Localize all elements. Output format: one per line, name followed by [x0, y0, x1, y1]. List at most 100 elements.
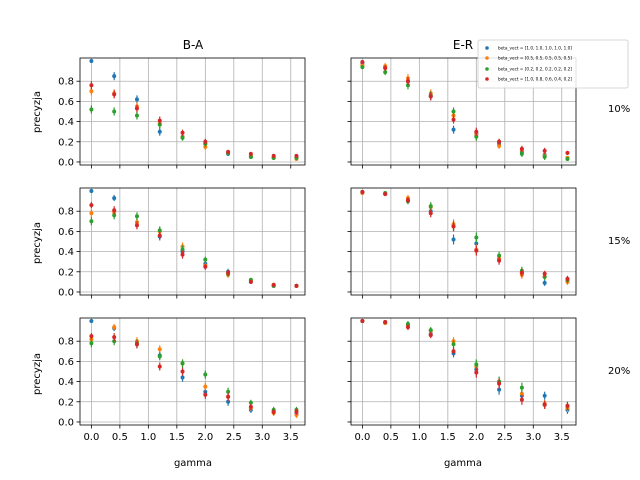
legend-marker-series-3 [485, 67, 489, 71]
data-point-r3c1-s1-6 [226, 399, 231, 404]
x-tick-label-r3c2-6: 3.0 [525, 432, 541, 443]
data-point-r3c1-s2-5 [203, 384, 208, 389]
data-point-r1c1-s1-0 [89, 59, 94, 64]
data-point-r3c1-s2-1 [112, 325, 117, 330]
data-point-r2c1-s4-6 [226, 270, 231, 275]
y-axis-label-row-2: precyzja [32, 222, 43, 264]
row-label-15: 15% [608, 236, 630, 247]
x-tick-label-r3c1-2: 1.0 [140, 432, 156, 443]
data-point-r2c1-s4-7 [248, 279, 253, 284]
data-point-r1c2-s4-3 [428, 94, 433, 99]
data-point-r2c1-s4-3 [157, 233, 162, 238]
data-point-r2c1-s3-5 [203, 257, 208, 262]
y-tick-label-r2c1-4: 0.8 [58, 207, 74, 218]
plot-area-r3c2 [351, 318, 576, 425]
data-point-r2c1-s2-0 [89, 211, 94, 216]
data-point-r3c1-s4-0 [89, 334, 94, 339]
y-tick-label-r1c1-1: 0.2 [58, 137, 74, 148]
data-point-r3c1-s4-5 [203, 392, 208, 397]
data-point-r1c1-s4-4 [180, 130, 185, 135]
data-point-r3c1-s3-3 [157, 354, 162, 359]
data-point-r1c2-s4-1 [383, 66, 388, 71]
data-point-r2c1-s4-0 [89, 203, 94, 208]
subplot-r3c1: 0.0 0.2 0.4 0.6 0.8 0.0 0.5 1.0 1.5 2.0 2.5 3.0 3.5 [58, 317, 306, 443]
data-point-r1c1-s4-0 [89, 83, 94, 88]
axes-frame-r1c2 [350, 57, 577, 166]
x-tick-label-r3c1-0: 0.0 [83, 432, 99, 443]
x-axis-label-right: gamma [444, 458, 482, 469]
x-tick-label-r3c1-3: 1.5 [169, 432, 185, 443]
data-point-r1c2-s4-4 [451, 117, 456, 122]
data-point-r2c1-s4-8 [271, 282, 276, 287]
legend: beta_vect = [1.0, 1.0, 1.0, 1.0, 1.0] be… [477, 39, 629, 89]
data-point-r3c1-s3-7 [248, 400, 253, 405]
data-point-r1c1-s3-7 [248, 154, 253, 159]
data-point-r1c2-s3-1 [383, 70, 388, 75]
data-point-r3c1-s3-4 [180, 361, 185, 366]
data-point-r3c2-s1-8 [542, 393, 547, 398]
subplot-r1c1: 0.0 0.2 0.4 0.6 0.8 [58, 57, 306, 169]
y-tick-label-r3c1-1: 0.2 [58, 397, 74, 408]
y-axis-label-row-3: precyzja [32, 353, 43, 395]
x-tick-label-r3c1-4: 2.0 [197, 432, 213, 443]
data-point-r3c2-s4-2 [405, 325, 410, 330]
data-point-r1c2-s1-4 [451, 127, 456, 132]
data-point-r2c2-s3-5 [474, 235, 479, 240]
data-point-r3c1-s4-9 [294, 409, 299, 414]
plot-area-r2c1 [80, 188, 305, 295]
data-point-r3c1-s3-0 [89, 341, 94, 346]
data-point-r1c1-s1-2 [134, 97, 139, 102]
legend-entry-series-3: beta_vect = [0.2, 0.2, 0.2, 0.2, 0.2] [498, 67, 572, 72]
axes-frame-r2c1 [79, 187, 306, 296]
data-point-r2c2-s4-4 [451, 224, 456, 229]
data-point-r1c1-s3-4 [180, 135, 185, 140]
plot-area-r1c1 [80, 58, 305, 165]
x-tick-label-r3c2-4: 2.0 [468, 432, 484, 443]
data-point-r3c2-s4-9 [565, 403, 570, 408]
axes-frame-r3c2 [350, 317, 577, 426]
data-point-r2c1-s4-9 [294, 283, 299, 288]
x-tick-label-r3c1-5: 2.5 [226, 432, 242, 443]
data-point-r2c2-s4-6 [497, 258, 502, 263]
data-point-r2c1-s1-1 [112, 196, 117, 201]
data-point-r3c1-s4-6 [226, 394, 231, 399]
row-label-10: 10% [608, 104, 630, 115]
data-point-r3c2-s4-4 [451, 349, 456, 354]
data-point-r1c1-s1-1 [112, 74, 117, 79]
data-point-r3c2-s4-3 [428, 333, 433, 338]
legend-frame [477, 39, 629, 89]
x-tick-label-r3c1-7: 3.5 [283, 432, 299, 443]
data-point-r1c2-s4-6 [497, 139, 502, 144]
data-point-r2c1-s3-2 [134, 214, 139, 219]
data-point-r1c1-s4-9 [294, 153, 299, 158]
data-point-r3c2-s4-0 [360, 319, 365, 324]
data-point-r1c1-s1-3 [157, 129, 162, 134]
data-point-r1c2-s3-5 [474, 134, 479, 139]
data-point-r1c2-s4-2 [405, 79, 410, 84]
data-point-r3c2-s3-4 [451, 342, 456, 347]
data-point-r2c2-s3-6 [497, 253, 502, 258]
data-point-r1c2-s4-8 [542, 148, 547, 153]
data-point-r1c2-s4-5 [474, 129, 479, 134]
data-point-r1c1-s2-0 [89, 89, 94, 94]
data-point-r1c1-s4-5 [203, 139, 208, 144]
data-point-r3c2-s4-1 [383, 320, 388, 325]
x-tick-label-r3c2-2: 1.0 [411, 432, 427, 443]
data-point-r1c1-s3-1 [112, 109, 117, 114]
data-point-r1c2-s3-0 [360, 65, 365, 70]
data-point-r1c2-s2-6 [497, 143, 502, 148]
data-point-r2c2-s4-9 [565, 276, 570, 281]
y-tick-label-r1c1-2: 0.4 [58, 117, 74, 128]
data-point-r1c1-s4-7 [248, 151, 253, 156]
data-point-r2c1-s3-0 [89, 219, 94, 224]
y-tick-label-r3c1-3: 0.6 [58, 357, 74, 368]
subplot-grid: 0.00.20.40.60.80.00.20.40.60.80.00.20.40… [58, 57, 577, 443]
y-tick-label-r3c1-4: 0.8 [58, 337, 74, 348]
legend-entry-series-1: beta_vect = [1.0, 1.0, 1.0, 1.0, 1.0] [498, 46, 572, 51]
x-tick-label-r3c2-5: 2.5 [497, 432, 513, 443]
data-point-r1c1-s4-3 [157, 118, 162, 123]
data-point-r3c1-s4-8 [271, 409, 276, 414]
y-tick-label-r3c1-2: 0.4 [58, 377, 74, 388]
data-point-r3c2-s4-6 [497, 381, 502, 386]
